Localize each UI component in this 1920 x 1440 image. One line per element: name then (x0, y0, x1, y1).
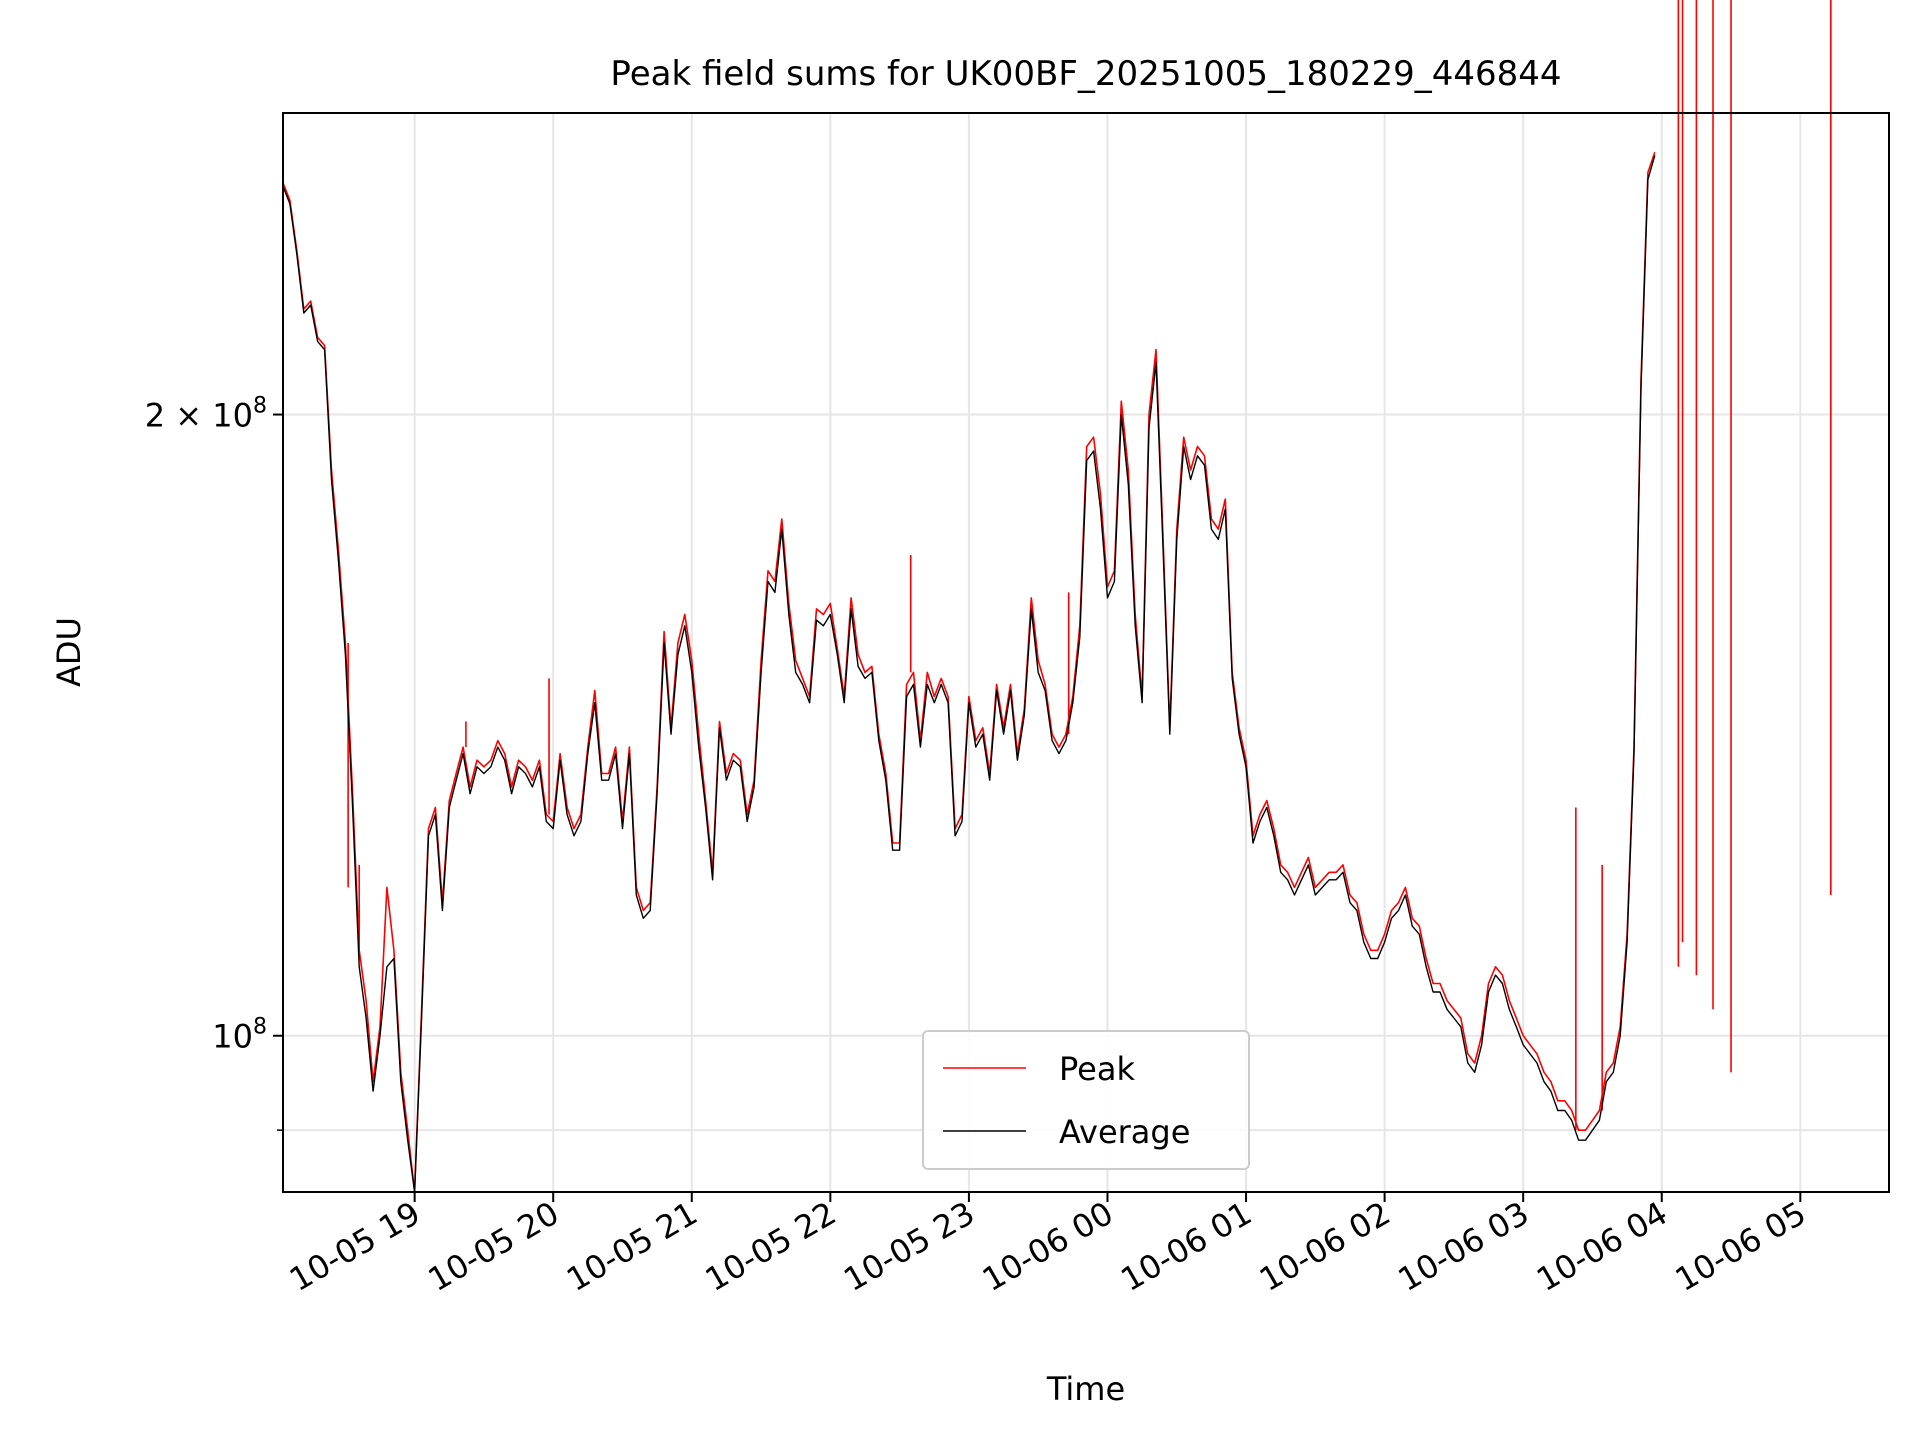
series-line-peak (282, 152, 1656, 1193)
chart-title: Peak field sums for UK00BF_20251005_1802… (610, 54, 1561, 94)
y-axis-label: ADU (50, 617, 88, 687)
plot-frame (282, 112, 1890, 1193)
x-tick-label: 10-05 23 (837, 1194, 981, 1299)
legend: Peak Average (922, 1030, 1250, 1170)
x-tick-label: 10-06 04 (1530, 1194, 1674, 1299)
y-tick-label: 108 (212, 1015, 267, 1056)
legend-label-peak: Peak (1059, 1050, 1135, 1088)
x-tick-label: 10-06 03 (1392, 1194, 1536, 1299)
x-tick-label: 10-06 00 (976, 1194, 1120, 1299)
x-tick-label: 10-06 05 (1669, 1194, 1813, 1299)
x-tick-label: 10-05 22 (699, 1194, 843, 1299)
x-tick-label: 10-05 19 (283, 1194, 427, 1299)
y-axis: 108 2 × 108 (145, 394, 283, 1131)
plot-traces (282, 0, 1832, 1193)
x-tick-label: 10-06 02 (1253, 1194, 1397, 1299)
x-axis-label: Time (1046, 1370, 1125, 1408)
legend-box (922, 1030, 1250, 1170)
x-tick-label: 10-05 20 (422, 1194, 566, 1299)
legend-label-average: Average (1059, 1113, 1190, 1151)
x-tick-label: 10-06 01 (1114, 1194, 1258, 1299)
y-tick-label: 2 × 108 (145, 394, 267, 435)
series-line-average (282, 155, 1656, 1193)
x-tick-label: 10-05 21 (560, 1194, 704, 1299)
